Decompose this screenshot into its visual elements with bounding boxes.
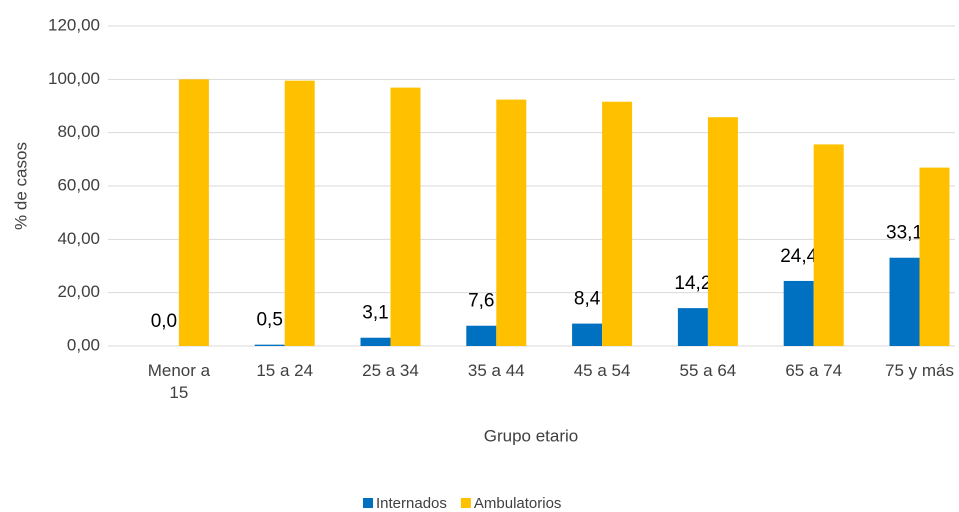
y-tick-label: 100,00: [48, 69, 100, 88]
bar: [360, 337, 391, 346]
bar: [889, 257, 920, 346]
data-label: 33,1: [886, 223, 923, 244]
x-tick-label: 15 a 24: [256, 361, 314, 380]
y-tick-label: 80,00: [57, 122, 100, 141]
data-label: 0,5: [256, 310, 282, 331]
y-tick-label: 0,00: [67, 335, 100, 354]
bar: [284, 80, 315, 347]
legend-swatch: [460, 498, 471, 508]
y-tick-label: 40,00: [57, 229, 100, 248]
legend-label: Internados: [376, 495, 447, 512]
y-tick-label: 60,00: [57, 175, 100, 194]
data-label: 24,4: [780, 246, 817, 267]
x-axis-title: Grupo etario: [484, 426, 579, 445]
bar: [677, 308, 708, 346]
bar: [390, 87, 421, 346]
y-tick-label: 120,00: [48, 15, 100, 34]
bar: [496, 99, 527, 346]
x-tick-label: 55 a 64: [679, 361, 737, 380]
y-axis-title: % de casos: [11, 142, 30, 230]
x-tick-label: 65 a 74: [785, 361, 843, 380]
bar: [783, 280, 814, 346]
data-label: 0,0: [151, 311, 177, 332]
y-tick-label: 20,00: [57, 282, 100, 301]
x-tick-label: 35 a 44: [467, 361, 525, 380]
data-label: 8,4: [574, 289, 601, 310]
x-tick-label: 25 a 34: [362, 361, 419, 380]
bar: [466, 325, 497, 346]
x-tick-label: 45 a 54: [573, 361, 631, 380]
bar: [919, 167, 950, 346]
bar: [707, 117, 738, 346]
bar: [178, 79, 209, 346]
bar: [572, 323, 603, 346]
x-tick-label: 75 y más: [885, 361, 954, 380]
x-tick-label: Menor a 15: [147, 361, 211, 402]
legend-swatch: [363, 498, 373, 508]
data-label: 7,6: [468, 291, 494, 312]
data-label: 14,2: [674, 273, 711, 294]
bar: [813, 144, 844, 346]
bar: [602, 101, 633, 346]
bar: [254, 344, 285, 346]
legend-label: Ambulatorios: [474, 495, 562, 512]
data-label: 3,1: [362, 303, 388, 324]
